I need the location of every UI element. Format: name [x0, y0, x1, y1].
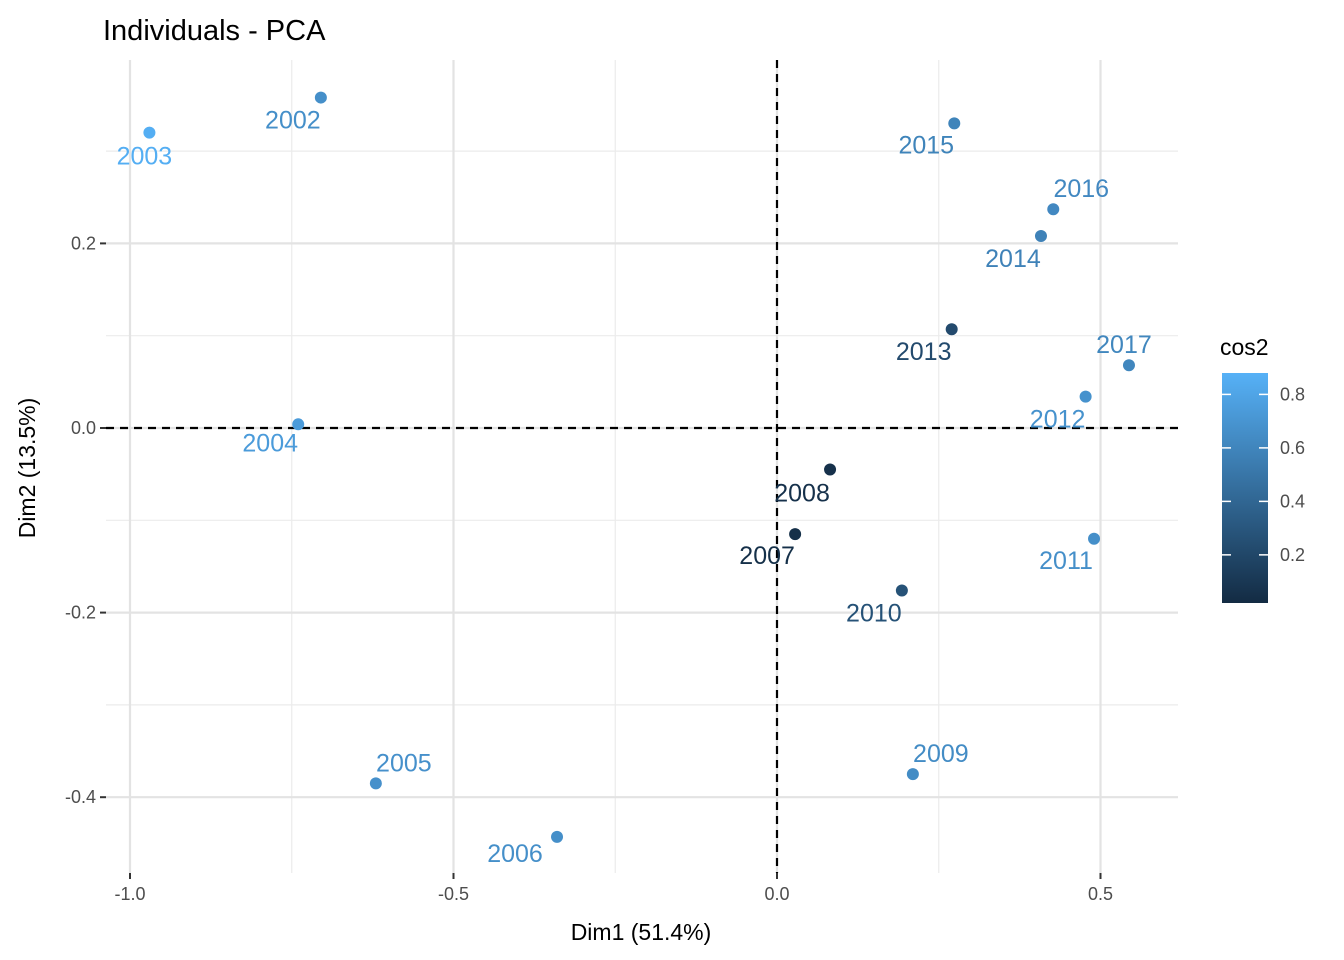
grid-minor: [106, 60, 1178, 873]
y-tick-label: 0.0: [71, 418, 96, 438]
point-label-2004: 2004: [242, 429, 298, 457]
legend-colorbar: [1222, 373, 1268, 603]
point-2010: [895, 584, 908, 597]
legend-title: cos2: [1220, 334, 1269, 360]
point-label-2012: 2012: [1030, 406, 1086, 434]
point-label-2009: 2009: [913, 740, 969, 768]
color-legend: cos2 0.2 0.4 0.6 0.8: [1220, 334, 1305, 603]
x-tick-label: 0.5: [1088, 884, 1113, 904]
point-2009: [906, 768, 919, 781]
point-labels: 2002 2003 2004 2005 2006 2007 2008 2009 2010 2011…: [117, 107, 1152, 868]
point-label-2005: 2005: [376, 749, 432, 777]
point-2007: [789, 528, 802, 541]
point-2005: [369, 777, 382, 790]
legend-tick-label: 0.8: [1280, 384, 1305, 404]
point-label-2014: 2014: [985, 245, 1041, 273]
point-label-2015: 2015: [898, 131, 954, 159]
point-2015: [948, 117, 961, 130]
point-2006: [551, 830, 564, 843]
point-label-2013: 2013: [896, 338, 952, 366]
point-2013: [945, 323, 958, 336]
y-tick-label: 0.2: [71, 233, 96, 253]
point-label-2017: 2017: [1096, 331, 1152, 359]
legend-tick-label: 0.4: [1280, 491, 1305, 511]
point-2002: [314, 91, 327, 104]
y-tick-label: -0.4: [65, 787, 96, 807]
y-tick-label: -0.2: [65, 603, 96, 623]
point-label-2016: 2016: [1053, 175, 1109, 203]
point-label-2003: 2003: [117, 143, 173, 171]
chart-title: Individuals - PCA: [103, 15, 326, 47]
x-tick-label: -0.5: [438, 884, 469, 904]
point-2008: [824, 463, 837, 476]
x-axis-title: Dim1 (51.4%): [571, 919, 712, 945]
point-2004: [292, 418, 305, 431]
point-2003: [143, 126, 156, 139]
point-2016: [1047, 203, 1060, 216]
x-tick-label: 0.0: [764, 884, 789, 904]
point-label-2008: 2008: [774, 480, 830, 508]
point-label-2006: 2006: [487, 840, 543, 868]
legend-tick-label: 0.2: [1280, 545, 1305, 565]
point-label-2010: 2010: [846, 599, 902, 627]
reference-lines: [106, 60, 1178, 873]
data-points: [143, 91, 1135, 843]
x-axis-ticks: -1.0 -0.5 0.0 0.5: [114, 873, 1113, 904]
point-label-2011: 2011: [1039, 547, 1093, 575]
legend-tick-label: 0.6: [1280, 438, 1305, 458]
point-2012: [1079, 390, 1092, 403]
point-2011: [1088, 532, 1101, 545]
point-label-2007: 2007: [739, 542, 795, 570]
point-2017: [1122, 359, 1135, 372]
point-2014: [1034, 230, 1047, 243]
grid-major: [106, 60, 1178, 873]
point-label-2002: 2002: [265, 107, 321, 135]
y-axis-ticks: -0.4 -0.2 0.0 0.2: [65, 233, 106, 807]
x-tick-label: -1.0: [114, 884, 145, 904]
legend-ticks: 0.2 0.4 0.6 0.8: [1222, 384, 1305, 565]
y-axis-title: Dim2 (13.5%): [14, 398, 40, 539]
